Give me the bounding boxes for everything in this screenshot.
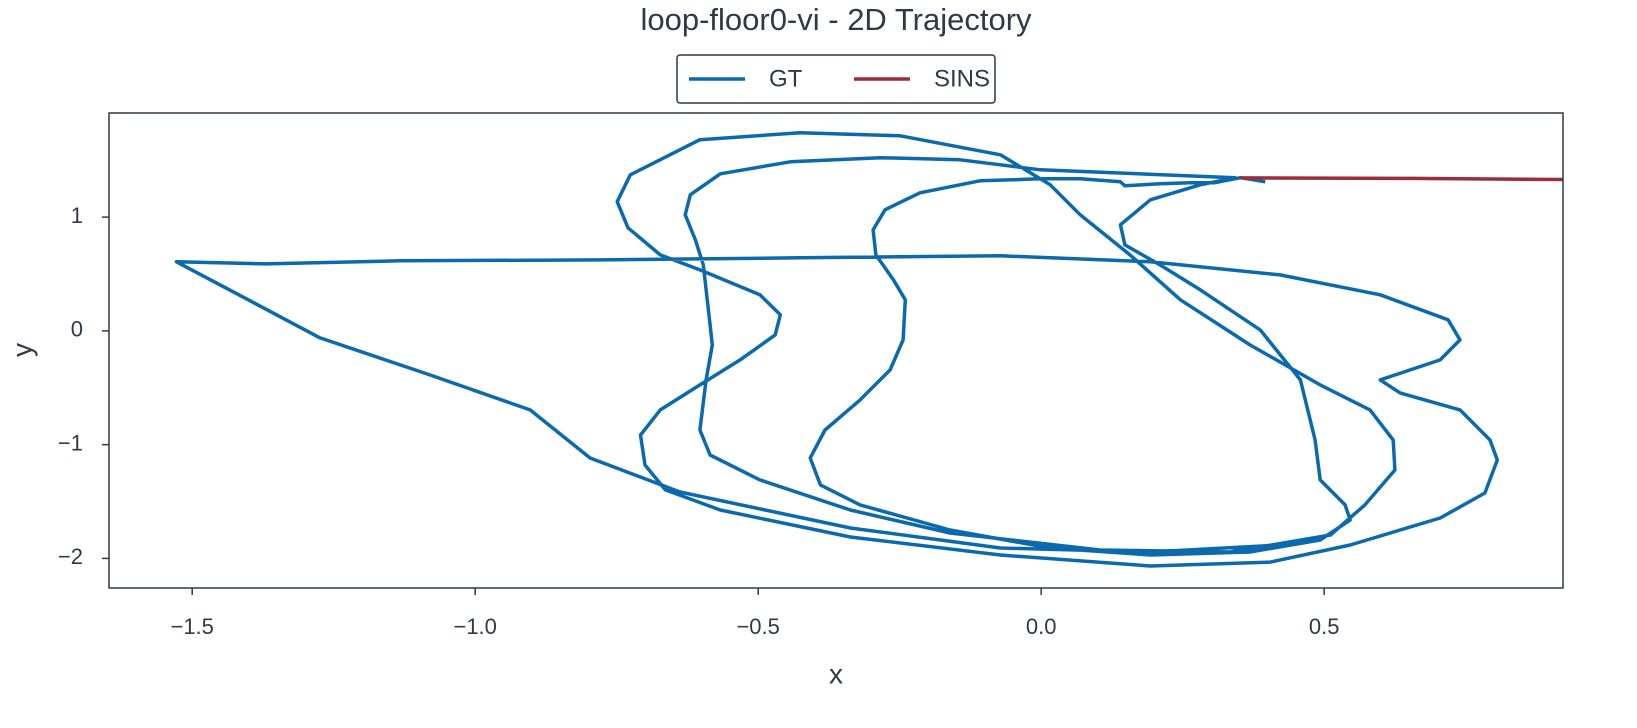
plot-lines: [174, 131, 1563, 568]
y-tick-label: −2: [58, 544, 83, 569]
legend-box: [676, 54, 996, 104]
x-axis-label: x: [829, 658, 843, 689]
y-axis-label: y: [6, 343, 37, 357]
series-line: [1240, 176, 1563, 182]
legend-label: GT: [769, 65, 803, 92]
chart-title: loop-floor0-vi - 2D Trajectory: [640, 2, 1032, 37]
plot-frame: [108, 112, 1564, 589]
legend: GT SINS: [676, 54, 996, 104]
y-tick-label: −1: [58, 430, 83, 455]
y-tick-label: 0: [71, 317, 83, 342]
x-tick-label: −0.5: [736, 614, 779, 639]
x-tick-label: 0.5: [1309, 614, 1340, 639]
x-tick-label: −1.5: [170, 614, 213, 639]
y-tick-label: 1: [71, 203, 83, 228]
series-line: [174, 131, 1500, 568]
legend-label: SINS: [934, 65, 990, 92]
x-tick-label: −1.0: [453, 614, 496, 639]
x-tick-label: 0.0: [1026, 614, 1057, 639]
